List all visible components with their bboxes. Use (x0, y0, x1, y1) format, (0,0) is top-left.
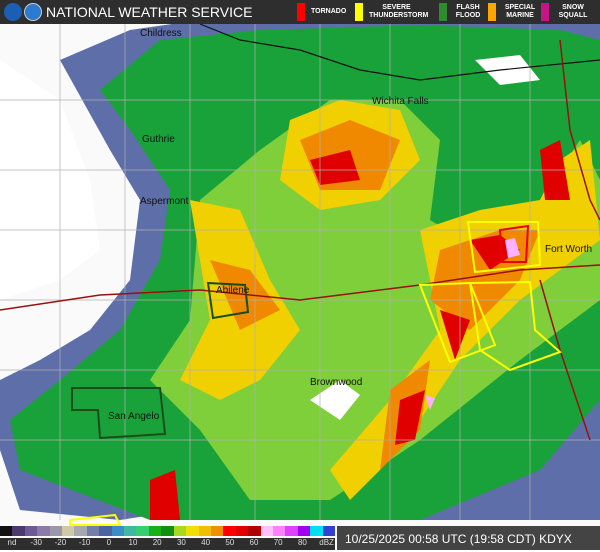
city-label: San Angelo (108, 411, 160, 422)
highways (0, 39, 600, 441)
scale-tick: dBZ (319, 538, 334, 547)
scale-swatch (124, 526, 137, 536)
tornado-swatch (297, 3, 305, 21)
scale-swatch (186, 526, 199, 536)
scale-swatch (322, 526, 335, 536)
city-label: Fort Worth (545, 244, 593, 255)
legend-tornado: TORNADO (297, 2, 346, 22)
scale-tick: 20 (152, 538, 162, 547)
scale-tick: 50 (225, 538, 235, 547)
scale-swatch (49, 526, 63, 536)
city-label: Abilene (216, 285, 250, 296)
scale-tick: 0 (106, 538, 112, 547)
scale-tick: 30 (176, 538, 186, 547)
warning-polygons (69, 221, 562, 526)
scale-swatch (223, 526, 236, 536)
scale-swatch (310, 526, 323, 536)
scale-swatch (111, 526, 125, 536)
city-label: Childress (140, 28, 182, 39)
scale-swatch (0, 526, 13, 536)
scale-swatch (24, 526, 38, 536)
scale-tick: 80 (297, 538, 307, 547)
dbz-color-scale (0, 526, 335, 536)
scale-tick: 70 (273, 538, 283, 547)
scale-swatch (260, 526, 273, 536)
scale-swatch (136, 526, 149, 536)
scale-swatch (285, 526, 298, 536)
scale-swatch (272, 526, 286, 536)
scale-swatch (248, 526, 261, 536)
scale-tick: -20 (54, 538, 67, 547)
city-label: Brownwood (310, 377, 363, 388)
scale-swatch (173, 526, 187, 536)
scale-swatch (297, 526, 311, 536)
header-title: NATIONAL WEATHER SERVICE (46, 4, 253, 20)
severe-thunderstorm-swatch (355, 3, 363, 21)
scale-swatch (148, 526, 162, 536)
scale-swatch (210, 526, 224, 536)
scale-swatch (74, 526, 87, 536)
snow-squall-swatch (541, 3, 549, 21)
dbz-scale-ticks: nd -30 -20 -10 0 10 20 30 40 50 60 70 80 dBZ (0, 538, 335, 550)
legend-snow-squall: SNOW SQUALL (541, 2, 591, 22)
header: NATIONAL WEATHER SERVICE TORNADO SEVERE … (0, 0, 600, 24)
legend-special-marine: SPECIAL MARINE (488, 2, 538, 22)
legend-flash-flood: FLASH FLOOD (439, 2, 483, 22)
state-border (199, 23, 600, 81)
noaa-logo-icon (4, 3, 22, 21)
scale-tick: nd (7, 538, 17, 547)
scale-swatch (37, 526, 50, 536)
flash-flood-swatch (439, 3, 447, 21)
scale-swatch (86, 526, 100, 536)
scale-tick: 60 (249, 538, 259, 547)
nws-logo-icon (24, 3, 42, 21)
city-label: Wichita Falls (372, 96, 429, 107)
scale-tick: 10 (128, 538, 138, 547)
scale-swatch (62, 526, 75, 536)
city-label: Guthrie (142, 134, 175, 145)
scale-swatch (12, 526, 25, 536)
special-marine-swatch (488, 3, 496, 21)
scale-tick: -30 (30, 538, 42, 547)
scale-swatch (99, 526, 112, 536)
scale-swatch (198, 526, 211, 536)
city-label: Aspermont (140, 196, 189, 207)
scale-swatch (161, 526, 174, 536)
scale-swatch (235, 526, 249, 536)
legend-severe-thunderstorm: SEVERE THUNDERSTORM (355, 2, 428, 22)
timestamp: 10/25/2025 00:58 UTC (19:58 CDT) KDYX (337, 526, 600, 550)
scale-tick: 40 (201, 538, 211, 547)
scale-tick: -10 (78, 538, 91, 547)
